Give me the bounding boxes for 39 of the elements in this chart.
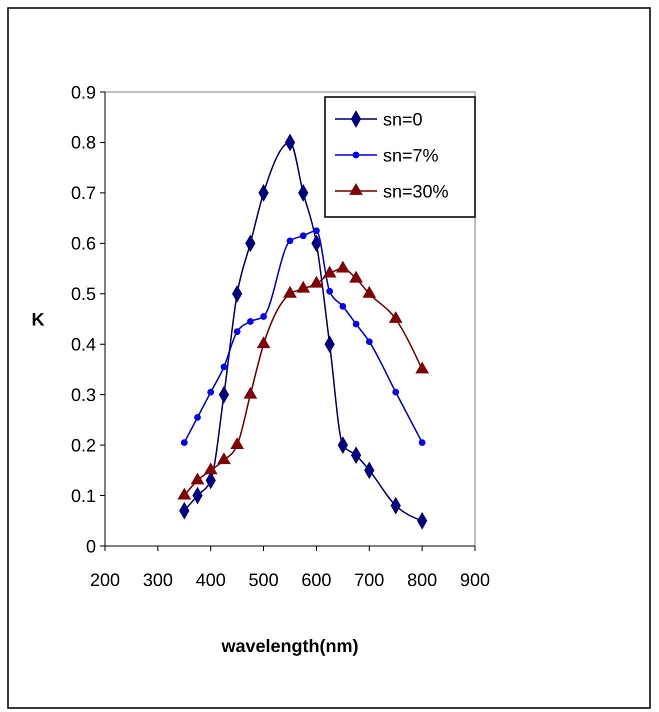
point [392, 388, 400, 396]
x-tick-label: 900 [460, 570, 490, 590]
x-tick-label: 300 [142, 570, 173, 590]
point [234, 328, 240, 335]
y-axis-title: K [32, 309, 44, 330]
point [207, 388, 214, 396]
y-tick-label: 0.4 [70, 334, 96, 355]
x-axis-title: wavelength(nm) [220, 636, 359, 656]
point [180, 439, 188, 446]
point [247, 318, 254, 325]
legend-label: sn=30% [383, 181, 449, 202]
y-tick-label: 0.3 [70, 384, 96, 405]
point [260, 313, 267, 320]
y-tick-label: 0.9 [70, 82, 96, 102]
y-tick-label: 0.6 [70, 234, 96, 254]
point [313, 227, 320, 234]
x-tick-label: 400 [196, 570, 226, 590]
y-tick-label: 0 [86, 536, 96, 556]
point [194, 414, 201, 421]
y-tick-label: 0.8 [70, 132, 96, 153]
point [286, 237, 294, 244]
y-tick-label: 0.5 [70, 284, 96, 304]
point [340, 303, 346, 310]
point [418, 439, 426, 446]
x-tick-label: 500 [248, 570, 279, 590]
x-tick-label: 700 [354, 570, 384, 590]
point [220, 364, 228, 370]
x-tick-label: 800 [407, 570, 438, 590]
x-tick-label: 200 [90, 570, 120, 590]
x-tick-label: 600 [301, 570, 332, 590]
legend-label: sn=0 [383, 109, 423, 130]
point [352, 320, 360, 328]
y-tick-label: 0.2 [70, 435, 96, 456]
y-tick-label: 0.1 [70, 486, 96, 506]
point [300, 232, 307, 240]
point [326, 288, 333, 295]
y-tick-label: 0.7 [70, 183, 96, 204]
legend-label: sn=7% [383, 145, 439, 166]
point [366, 338, 373, 346]
